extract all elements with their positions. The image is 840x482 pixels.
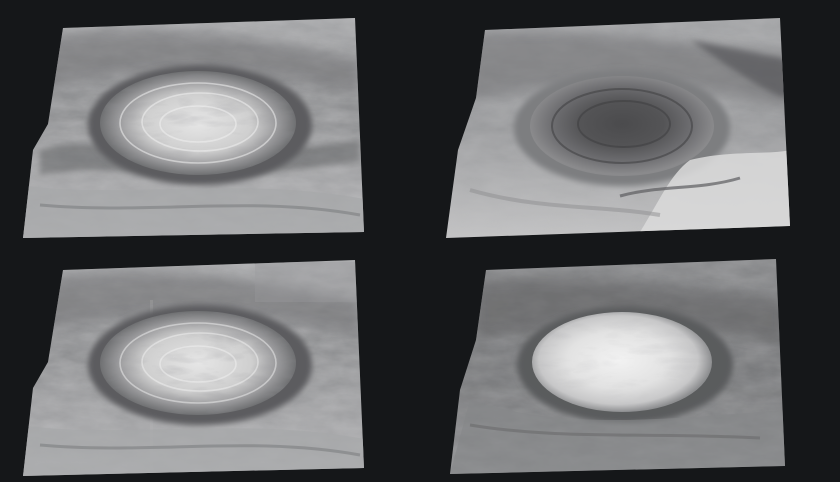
panel-top-left: [23, 18, 364, 238]
panel-top-right: [446, 18, 790, 238]
panel-bottom-left: [23, 260, 364, 476]
panel-bottom-right: [450, 259, 785, 474]
